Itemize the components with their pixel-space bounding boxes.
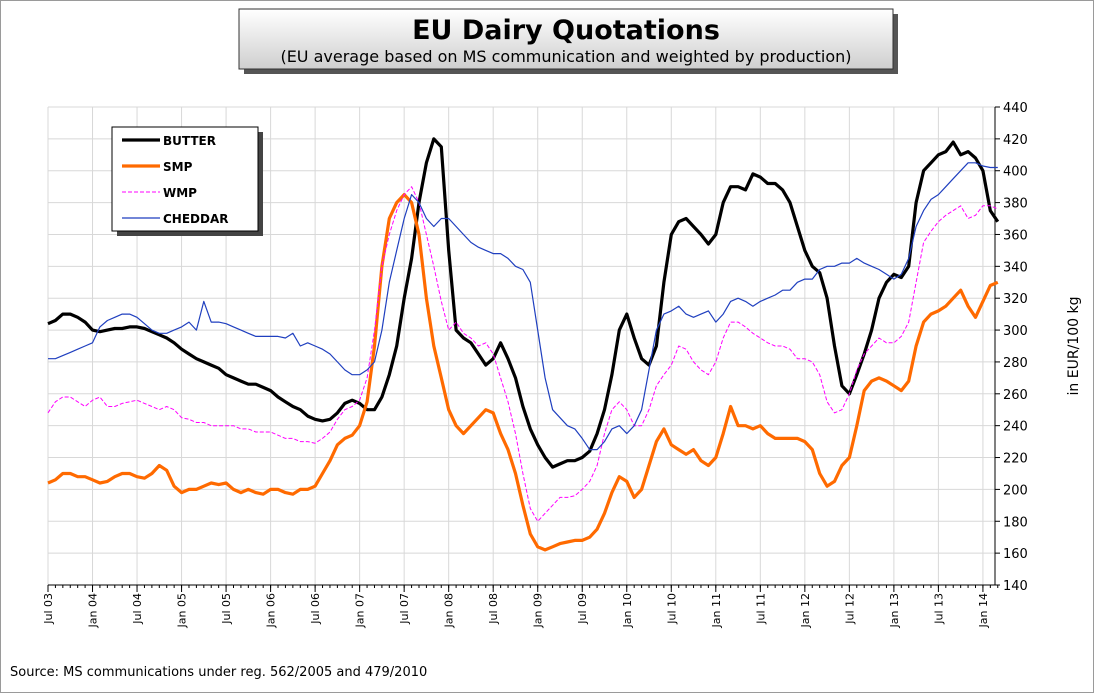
y-tick-label: 200 xyxy=(1003,483,1028,498)
y-tick-label: 140 xyxy=(1003,579,1028,594)
series-line xyxy=(47,137,1000,469)
y-tick-label: 420 xyxy=(1003,133,1028,148)
x-tick-label: Jan 09 xyxy=(532,593,545,628)
legend-label: SMP xyxy=(163,160,193,174)
x-tick-label: Jan 07 xyxy=(354,593,367,628)
series-line xyxy=(47,193,999,552)
y-tick-label: 160 xyxy=(1003,547,1028,562)
y-tick-label: 220 xyxy=(1003,452,1028,467)
y-tick-label: 340 xyxy=(1003,260,1028,275)
series-line xyxy=(47,186,998,522)
legend-label: WMP xyxy=(163,186,197,200)
x-tick-label: Jan 06 xyxy=(265,593,278,628)
x-tick-label: Jul 09 xyxy=(576,593,589,625)
y-tick-label: 300 xyxy=(1003,324,1028,339)
x-tick-label: Jan 08 xyxy=(443,593,456,628)
series-line xyxy=(48,162,998,451)
y-tick-label: 180 xyxy=(1003,515,1028,530)
legend-label: BUTTER xyxy=(163,134,216,148)
x-tick-label: Jan 14 xyxy=(977,593,990,628)
y-tick-label: 440 xyxy=(1003,101,1028,116)
x-tick-label: Jan 04 xyxy=(87,593,100,628)
y-axis-label: in EUR/100 kg xyxy=(1066,297,1082,396)
chart-subtitle: (EU average based on MS communication an… xyxy=(280,47,851,66)
y-tick-label: 400 xyxy=(1003,165,1028,180)
y-tick-label: 320 xyxy=(1003,292,1028,307)
x-tick-label: Jul 08 xyxy=(487,593,500,625)
x-tick-label: Jul 04 xyxy=(131,593,144,625)
x-tick-label: Jan 10 xyxy=(621,593,634,628)
x-tick-label: Jan 05 xyxy=(176,593,189,628)
x-tick-label: Jul 06 xyxy=(309,593,322,625)
legend-box xyxy=(111,126,259,232)
x-tick-label: Jul 11 xyxy=(754,593,767,625)
x-tick-label: Jan 12 xyxy=(799,593,812,628)
x-tick-label: Jan 11 xyxy=(710,593,723,628)
y-tick-label: 380 xyxy=(1003,197,1028,212)
x-tick-label: Jul 05 xyxy=(220,593,233,625)
x-tick-label: Jul 07 xyxy=(398,593,411,625)
legend-label: CHEDDAR xyxy=(163,212,229,226)
x-tick-label: Jul 10 xyxy=(665,593,678,625)
y-tick-label: 260 xyxy=(1003,388,1028,403)
x-tick-label: Jul 03 xyxy=(42,593,55,625)
x-tick-label: Jan 13 xyxy=(888,593,901,628)
y-tick-label: 360 xyxy=(1003,228,1028,243)
chart-title: EU Dairy Quotations xyxy=(412,15,720,46)
source-note: Source: MS communications under reg. 562… xyxy=(10,665,427,680)
y-tick-label: 240 xyxy=(1003,420,1028,435)
title-box xyxy=(238,8,894,70)
plot-area: 140 160 180 200 220 240 260 280 300 320 340 360 380 4… xyxy=(42,101,1028,628)
x-tick-label: Jul 13 xyxy=(932,593,945,625)
x-tick-label: Jul 12 xyxy=(843,593,856,625)
y-tick-label: 280 xyxy=(1003,356,1028,371)
